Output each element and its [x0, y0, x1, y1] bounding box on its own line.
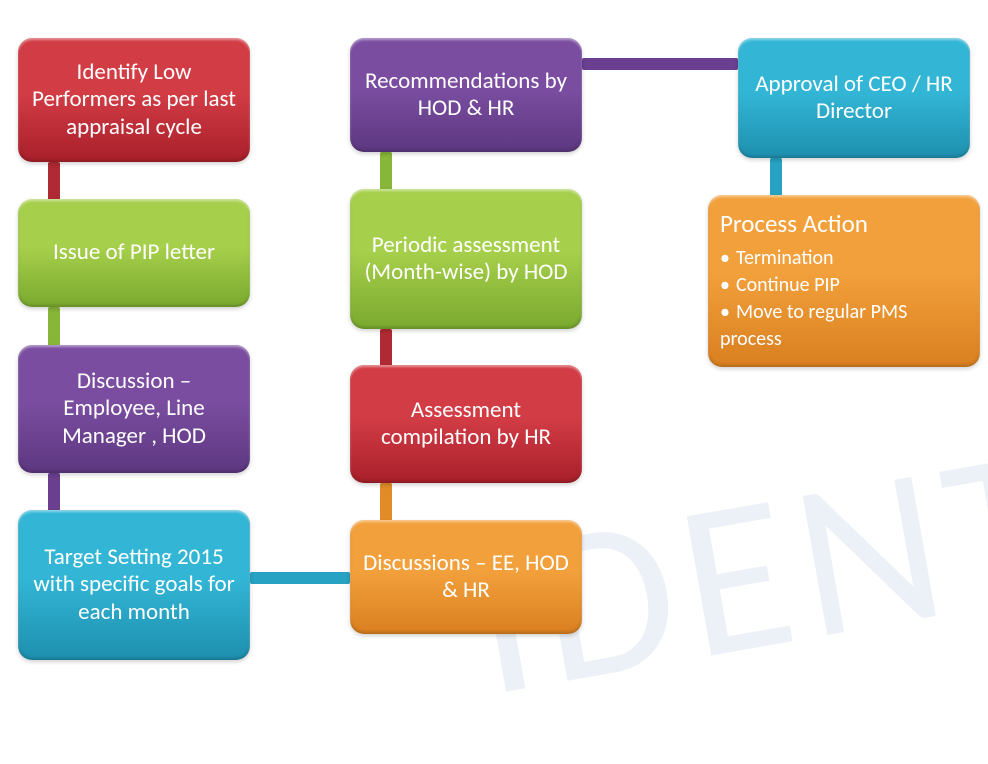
flow-node-n1: Identify Low Performers as per last appr… — [18, 38, 250, 162]
flow-node-label: Issue of PIP letter — [53, 239, 215, 266]
flow-node-n7: Periodic assessment (Month-wise) by HOD — [350, 189, 582, 329]
flow-node-n10: Process Action TerminationContinue PIPMov… — [708, 195, 980, 367]
connector-n4-n5 — [250, 572, 350, 584]
flow-node-n2: Issue of PIP letter — [18, 199, 250, 307]
connector-n3-n4 — [48, 473, 60, 511]
flow-node-n3: Discussion – Employee, Line Manager , HO… — [18, 345, 250, 473]
flowchart-canvas: Identify Low Performers as per last appr… — [0, 0, 988, 764]
connector-n1-n2 — [48, 162, 60, 200]
flow-node-label: Discussions – EE, HOD & HR — [362, 550, 570, 604]
flow-node-label: Assessment compilation by HR — [362, 397, 570, 451]
connector-n8-n9 — [582, 58, 738, 70]
flow-node-label: Periodic assessment (Month-wise) by HOD — [362, 232, 570, 286]
flow-node-label: Identify Low Performers as per last appr… — [30, 59, 238, 140]
flow-node-bullet: Move to regular PMS process — [720, 299, 968, 353]
flow-node-bullet: Termination — [720, 245, 968, 272]
connector-n2-n3 — [48, 307, 60, 347]
flow-node-bullets: TerminationContinue PIPMove to regular P… — [720, 245, 968, 353]
connector-n7-n8 — [380, 152, 392, 190]
connector-n6-n7 — [380, 329, 392, 367]
flow-node-n9: Approval of CEO / HR Director — [738, 38, 970, 158]
flow-node-title: Process Action — [720, 209, 868, 239]
flow-node-n5: Discussions – EE, HOD & HR — [350, 520, 582, 634]
connector-n5-n6 — [380, 483, 392, 521]
flow-node-bullet: Continue PIP — [720, 272, 968, 299]
flow-node-n8: Recommendations by HOD & HR — [350, 38, 582, 152]
flow-node-label: Target Setting 2015 with specific goals … — [30, 544, 238, 625]
flow-node-n4: Target Setting 2015 with specific goals … — [18, 510, 250, 660]
flow-node-label: Discussion – Employee, Line Manager , HO… — [30, 368, 238, 449]
flow-node-n6: Assessment compilation by HR — [350, 365, 582, 483]
connector-n9-n10 — [770, 158, 782, 196]
flow-node-label: Recommendations by HOD & HR — [362, 68, 570, 122]
flow-node-label: Approval of CEO / HR Director — [750, 71, 958, 125]
